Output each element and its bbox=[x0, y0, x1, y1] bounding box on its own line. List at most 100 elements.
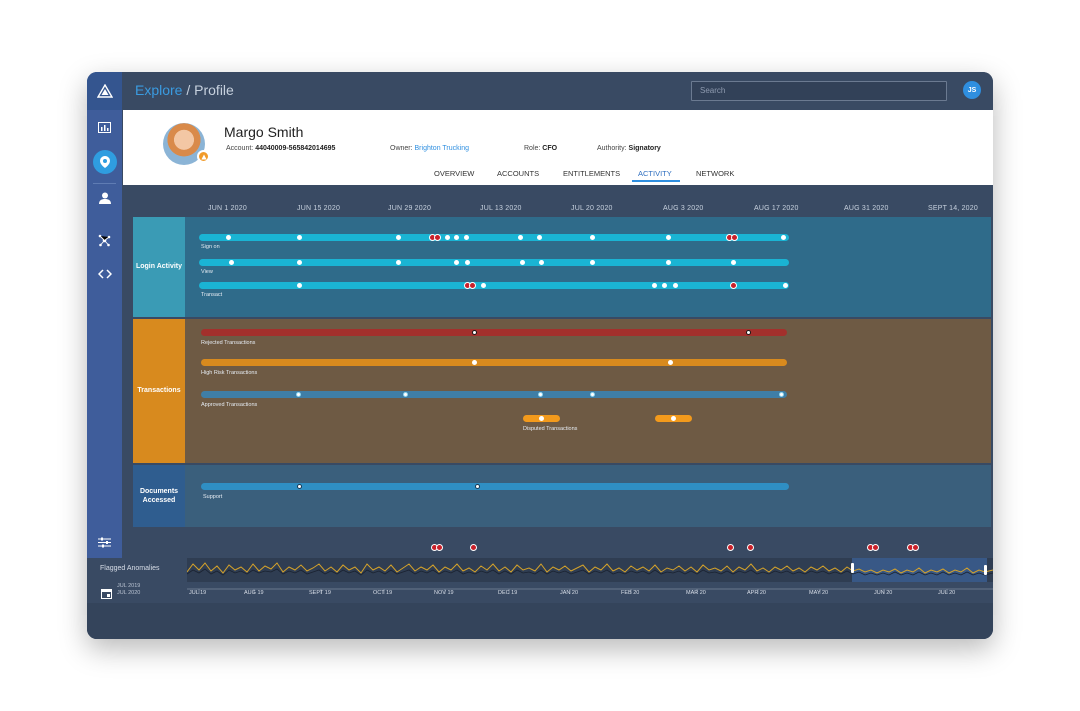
event-dot[interactable] bbox=[475, 484, 480, 489]
date-label: JUL 20 2020 bbox=[571, 205, 613, 212]
tab-activity[interactable]: ACTIVITY bbox=[638, 169, 672, 178]
event-dot[interactable] bbox=[537, 235, 542, 240]
event-dot[interactable] bbox=[226, 235, 231, 240]
event-dot[interactable] bbox=[731, 260, 736, 265]
code-icon[interactable] bbox=[87, 261, 122, 287]
anomaly-marker[interactable] bbox=[431, 544, 443, 551]
view-label: View bbox=[201, 269, 213, 275]
documents-band: Documents Accessed Support bbox=[133, 465, 991, 527]
owner-label: Owner: bbox=[390, 145, 413, 152]
dashboard-icon[interactable] bbox=[87, 114, 122, 140]
event-dot[interactable] bbox=[403, 392, 408, 397]
anomaly-marker[interactable] bbox=[730, 282, 737, 289]
network-icon[interactable] bbox=[87, 227, 122, 253]
transact-track[interactable] bbox=[199, 282, 789, 289]
calendar-icon[interactable] bbox=[101, 586, 112, 604]
anomaly-marker[interactable] bbox=[907, 544, 919, 551]
event-dot[interactable] bbox=[590, 392, 595, 397]
event-dot[interactable] bbox=[465, 260, 470, 265]
event-dot[interactable] bbox=[296, 392, 301, 397]
event-dot[interactable] bbox=[481, 283, 486, 288]
event-dot[interactable] bbox=[781, 235, 786, 240]
event-dot[interactable] bbox=[472, 330, 477, 335]
anomaly-marker[interactable] bbox=[470, 544, 477, 551]
date-label: JUN 1 2020 bbox=[208, 205, 247, 212]
event-dot[interactable] bbox=[229, 260, 234, 265]
event-dot[interactable] bbox=[779, 392, 784, 397]
event-dot[interactable] bbox=[590, 235, 595, 240]
breadcrumb-explore[interactable]: Explore bbox=[135, 82, 183, 98]
breadcrumb-profile: Profile bbox=[194, 82, 234, 98]
event-dot[interactable] bbox=[297, 260, 302, 265]
event-dot[interactable] bbox=[666, 235, 671, 240]
event-dot[interactable] bbox=[783, 283, 788, 288]
support-track[interactable] bbox=[201, 483, 789, 490]
rejected-transactions-track[interactable] bbox=[201, 329, 787, 336]
month-label: FEB 20 bbox=[621, 590, 640, 596]
event-dot[interactable] bbox=[297, 484, 302, 489]
event-dot[interactable] bbox=[518, 235, 523, 240]
login-activity-band: Login Activity Sign on View Transact bbox=[133, 217, 991, 317]
flagged-anomalies-label: Flagged Anomalies bbox=[100, 565, 160, 572]
breadcrumb: Explore / Profile bbox=[135, 82, 234, 98]
tab-overview[interactable]: OVERVIEW bbox=[434, 169, 475, 178]
event-dot[interactable] bbox=[671, 416, 676, 421]
anomaly-marker[interactable] bbox=[747, 544, 754, 551]
event-dot[interactable] bbox=[396, 235, 401, 240]
anomaly-marker[interactable] bbox=[464, 282, 476, 289]
event-dot[interactable] bbox=[297, 235, 302, 240]
logo-icon[interactable] bbox=[87, 72, 122, 110]
date-label: JUN 15 2020 bbox=[297, 205, 341, 212]
event-dot[interactable] bbox=[454, 260, 459, 265]
anomaly-marker[interactable] bbox=[727, 544, 734, 551]
activity-panel: JUN 1 2020 JUN 15 2020 JUN 29 2020 JUL 1… bbox=[123, 185, 993, 558]
account-info: Account: 44040009-565842014695 bbox=[226, 145, 335, 152]
event-dot[interactable] bbox=[539, 416, 544, 421]
range-dates: JUL 2019 JUL 2020 bbox=[117, 583, 140, 597]
owner-link[interactable]: Brighton Trucking bbox=[414, 145, 469, 152]
authority-info: Authority: Signatory bbox=[597, 145, 661, 152]
date-label: AUG 3 2020 bbox=[663, 205, 704, 212]
account-value: 44040009-565842014695 bbox=[255, 145, 336, 152]
role-info: Role: CFO bbox=[524, 145, 557, 152]
search-input[interactable]: Search bbox=[691, 81, 947, 101]
event-dot[interactable] bbox=[668, 360, 673, 365]
event-dot[interactable] bbox=[445, 235, 450, 240]
tab-network[interactable]: NETWORK bbox=[696, 169, 735, 178]
event-dot[interactable] bbox=[673, 283, 678, 288]
anomaly-sparkline[interactable] bbox=[186, 558, 993, 582]
event-dot[interactable] bbox=[538, 392, 543, 397]
anomaly-marker[interactable] bbox=[867, 544, 879, 551]
month-label: APR 20 bbox=[747, 590, 766, 596]
event-dot[interactable] bbox=[652, 283, 657, 288]
range-end: JUL 2020 bbox=[117, 590, 141, 597]
location-pin-icon[interactable] bbox=[87, 149, 122, 175]
authority-label: Authority: bbox=[597, 145, 627, 152]
sliders-icon[interactable] bbox=[98, 535, 111, 553]
event-dot[interactable] bbox=[539, 260, 544, 265]
sign-on-track[interactable] bbox=[199, 234, 789, 241]
event-dot[interactable] bbox=[520, 260, 525, 265]
event-dot[interactable] bbox=[662, 283, 667, 288]
event-dot[interactable] bbox=[454, 235, 459, 240]
event-dot[interactable] bbox=[666, 260, 671, 265]
event-dot[interactable] bbox=[590, 260, 595, 265]
app-window: Explore / Profile Search JS Margo Smith … bbox=[87, 72, 993, 639]
month-label: JUN 20 bbox=[874, 590, 893, 596]
user-icon[interactable] bbox=[87, 185, 122, 211]
event-dot[interactable] bbox=[396, 260, 401, 265]
anomaly-marker[interactable] bbox=[429, 234, 441, 241]
user-avatar[interactable]: JS bbox=[963, 81, 981, 99]
high-risk-transactions-track[interactable] bbox=[201, 359, 787, 366]
role-value: CFO bbox=[542, 145, 558, 152]
view-track[interactable] bbox=[199, 259, 789, 266]
event-dot[interactable] bbox=[464, 235, 469, 240]
approved-transactions-track[interactable] bbox=[201, 391, 787, 398]
event-dot[interactable] bbox=[472, 360, 477, 365]
event-dot[interactable] bbox=[746, 330, 751, 335]
disputed-transactions-label: Disputed Transactions bbox=[523, 426, 578, 432]
event-dot[interactable] bbox=[297, 283, 302, 288]
tab-entitlements[interactable]: ENTITLEMENTS bbox=[563, 169, 621, 178]
tab-accounts[interactable]: ACCOUNTS bbox=[497, 169, 540, 178]
anomaly-marker[interactable] bbox=[726, 234, 738, 241]
